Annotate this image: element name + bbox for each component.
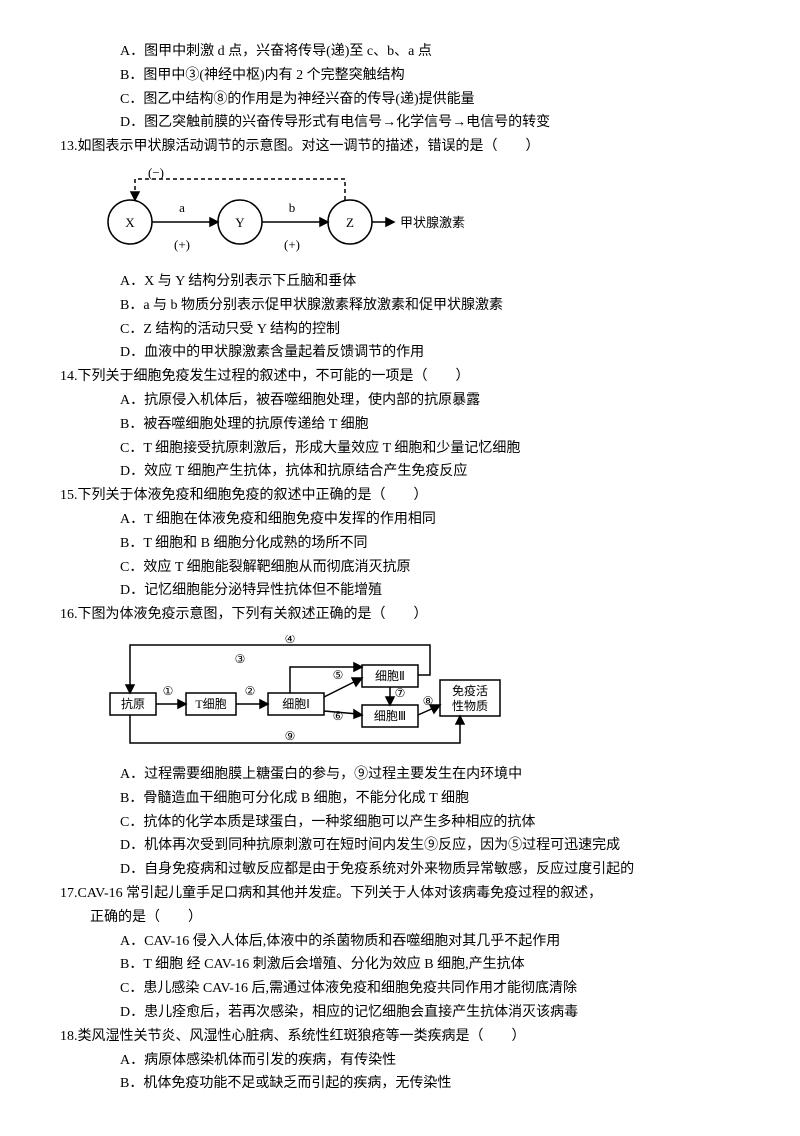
svg-text:X: X [125, 215, 135, 230]
q13-option-b: B．a 与 b 物质分别表示促甲状腺激素释放激素和促甲状腺激素 [60, 294, 740, 318]
q15-option-a: A．T 细胞在体液免疫和细胞免疫中发挥的作用相同 [60, 508, 740, 532]
q17-option-a: A．CAV-16 侵入人体后,体液中的杀菌物质和吞噬细胞对其几乎不起作用 [60, 930, 740, 954]
svg-text:甲状腺激素: 甲状腺激素 [400, 215, 465, 230]
svg-text:性物质: 性物质 [452, 699, 488, 713]
q17-option-c: C．患儿感染 CAV-16 后,需通过体液免疫和细胞免疫共同作用才能彻底清除 [60, 977, 740, 1001]
svg-text:②: ② [245, 684, 256, 698]
svg-text:⑤: ⑤ [333, 668, 344, 682]
svg-text:a: a [179, 200, 185, 215]
q12-option-b: B．图甲中③(神经中枢)内有 2 个完整突触结构 [60, 64, 740, 88]
svg-text:⑥: ⑥ [333, 709, 344, 723]
q15-option-c: C．效应 T 细胞能裂解靶细胞从而彻底消灭抗原 [60, 556, 740, 580]
q15-stem: 15.下列关于体液免疫和细胞免疫的叙述中正确的是（ ） [60, 484, 740, 508]
svg-text:⑨: ⑨ [285, 729, 296, 743]
q14-option-c: C．T 细胞接受抗原刺激后，形成大量效应 T 细胞和少量记忆细胞 [60, 437, 740, 461]
svg-text:Z: Z [346, 215, 354, 230]
q17-stem-cont: 正确的是（ ） [60, 906, 740, 930]
svg-text:(+): (+) [284, 237, 300, 252]
q12-option-a: A．图甲中刺激 d 点，兴奋将传导(递)至 c、b、a 点 [60, 40, 740, 64]
svg-text:⑦: ⑦ [395, 686, 406, 700]
q14-stem: 14.下列关于细胞免疫发生过程的叙述中，不可能的一项是（ ） [60, 365, 740, 389]
svg-text:Y: Y [235, 215, 245, 230]
q12-option-d: D．图乙突触前膜的兴奋传导形式有电信号→化学信号→电信号的转变 [60, 111, 740, 135]
q18-option-b: B．机体免疫功能不足或缺乏而引起的疾病，无传染性 [60, 1072, 740, 1096]
svg-text:③: ③ [235, 652, 246, 666]
q16-option-d: D．机体再次受到同种抗原刺激可在短时间内发生⑨反应，因为⑤过程可迅速完成 [60, 834, 740, 858]
q16-option-d2: D．自身免疫病和过敏反应都是由于免疫系统对外来物质异常敏感，反应过度引起的 [60, 858, 740, 882]
q16-option-a: A．过程需要细胞膜上糖蛋白的参与，⑨过程主要发生在内环境中 [60, 763, 740, 787]
q14-option-a: A．抗原侵入机体后，被吞噬细胞处理，使内部的抗原暴露 [60, 389, 740, 413]
q13-option-a: A．X 与 Y 结构分别表示下丘脑和垂体 [60, 270, 740, 294]
q17-stem: 17.CAV-16 常引起儿童手足口病和其他并发症。下列关于人体对该病毒免疫过程… [60, 882, 740, 906]
svg-text:T细胞: T细胞 [195, 697, 226, 711]
q13-option-c: C．Z 结构的活动只受 Y 结构的控制 [60, 318, 740, 342]
svg-text:④: ④ [285, 635, 296, 646]
q17-option-b: B．T 细胞 经 CAV-16 刺激后会增殖、分化为效应 B 细胞,产生抗体 [60, 953, 740, 977]
q16-option-b: B．骨髓造血干细胞可分化成 B 细胞，不能分化成 T 细胞 [60, 787, 740, 811]
q17-option-d: D．患儿痊愈后，若再次感染，相应的记忆细胞会直接产生抗体消灭该病毒 [60, 1001, 740, 1025]
q13-stem: 13.如图表示甲状腺活动调节的示意图。对这一调节的描述，错误的是（ ） [60, 135, 740, 159]
svg-text:抗原: 抗原 [121, 696, 145, 711]
q14-option-d: D．效应 T 细胞产生抗体，抗体和抗原结合产生免疫反应 [60, 460, 740, 484]
svg-text:(−): (−) [148, 167, 164, 180]
q18-stem: 18.类风湿性关节炎、风湿性心脏病、系统性红斑狼疮等一类疾病是（ ） [60, 1025, 740, 1049]
q13-diagram: X Y Z a b (−) (+) (+) 甲状腺激素 [90, 167, 740, 262]
svg-text:细胞Ⅱ: 细胞Ⅱ [375, 669, 405, 683]
q13-option-d: D．血液中的甲状腺激素含量起着反馈调节的作用 [60, 341, 740, 365]
q12-option-c: C．图乙中结构⑧的作用是为神经兴奋的传导(递)提供能量 [60, 88, 740, 112]
q16-stem: 16.下图为体液免疫示意图，下列有关叙述正确的是（ ） [60, 603, 740, 627]
q14-option-b: B．被吞噬细胞处理的抗原传递给 T 细胞 [60, 413, 740, 437]
svg-text:细胞Ⅰ: 细胞Ⅰ [282, 697, 310, 711]
q16-diagram: 抗原 T细胞 细胞Ⅰ 细胞Ⅱ 细胞Ⅲ 免疫活性物质 ④ ③ ① ② ⑤ ⑦ ⑥ ⑧ ⑨ [90, 635, 740, 755]
svg-text:细胞Ⅲ: 细胞Ⅲ [374, 709, 406, 723]
svg-text:(+): (+) [174, 237, 190, 252]
q18-option-a: A．病原体感染机体而引发的疾病，有传染性 [60, 1049, 740, 1073]
q15-option-b: B．T 细胞和 B 细胞分化成熟的场所不同 [60, 532, 740, 556]
svg-text:b: b [289, 200, 296, 215]
svg-text:⑧: ⑧ [423, 694, 434, 708]
svg-text:①: ① [163, 684, 174, 698]
q15-option-d: D．记忆细胞能分泌特异性抗体但不能增殖 [60, 579, 740, 603]
svg-text:免疫活: 免疫活 [452, 683, 488, 698]
exam-page: A．图甲中刺激 d 点，兴奋将传导(递)至 c、b、a 点 B．图甲中③(神经中… [0, 0, 800, 1136]
q16-option-c: C．抗体的化学本质是球蛋白，一种浆细胞可以产生多种相应的抗体 [60, 811, 740, 835]
